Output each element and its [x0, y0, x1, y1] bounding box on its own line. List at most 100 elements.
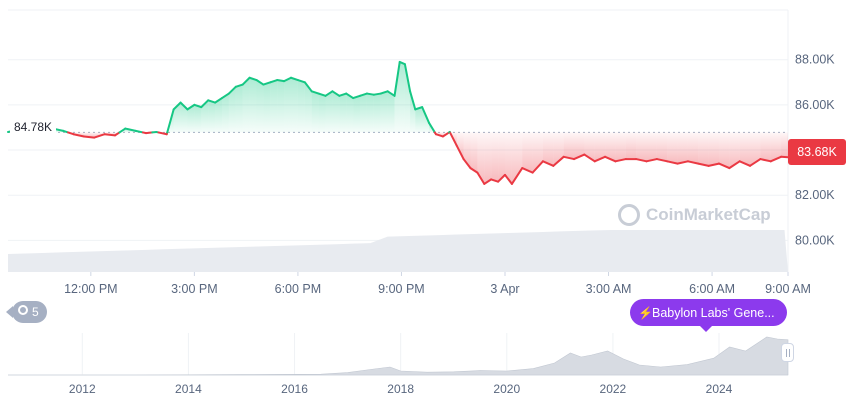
- price-segment-down: [676, 160, 689, 165]
- price-segment-up: [214, 97, 223, 104]
- area-fill-below: [729, 132, 740, 169]
- price-point: [331, 90, 334, 92]
- price-segment-down: [476, 171, 486, 185]
- x-tick-label: 3:00 AM: [586, 282, 632, 296]
- area-fill-below: [708, 132, 719, 166]
- price-point: [614, 160, 617, 162]
- price-segment-up: [310, 90, 320, 95]
- area-fill-below: [636, 132, 647, 162]
- news-event-chip[interactable]: ⚡ Babylon Labs' Gene...: [630, 299, 787, 332]
- area-fill-above: [353, 95, 360, 133]
- area-fill-below: [719, 132, 730, 169]
- price-point: [469, 167, 472, 169]
- area-fill-below: [484, 132, 492, 184]
- price-point: [186, 108, 189, 110]
- area-fill-above: [180, 102, 188, 133]
- price-point: [532, 172, 534, 174]
- price-point: [759, 158, 761, 160]
- price-segment-up: [359, 92, 368, 97]
- area-fill-above: [291, 77, 298, 133]
- price-segment-down: [93, 133, 106, 139]
- price-segment-down: [707, 162, 720, 167]
- price-point: [304, 81, 306, 83]
- price-point: [708, 165, 710, 167]
- area-fill-below: [739, 132, 750, 166]
- price-segment-up: [317, 92, 327, 97]
- price-point: [421, 106, 423, 108]
- price-segment-down: [497, 173, 506, 183]
- lightning-icon: ⚡: [638, 306, 653, 320]
- price-segment-up: [331, 90, 341, 97]
- price-point: [193, 104, 195, 106]
- price-point: [645, 160, 648, 162]
- price-segment-down: [749, 158, 762, 167]
- price-segment-down: [728, 160, 741, 170]
- price-segment-up: [241, 76, 251, 86]
- area-fill-above: [228, 86, 236, 133]
- price-point: [124, 127, 126, 130]
- price-point: [338, 95, 340, 97]
- price-point: [635, 158, 637, 160]
- x-tick-label: 6:00 AM: [689, 282, 735, 296]
- price-point: [62, 130, 64, 132]
- area-fill-above: [194, 104, 202, 133]
- price-point: [739, 160, 741, 162]
- area-fill-above: [297, 80, 305, 133]
- navigator-tick-label: 2024: [706, 382, 733, 396]
- price-point: [283, 80, 285, 82]
- price-segment-up: [352, 94, 362, 100]
- area-fill-above: [339, 93, 347, 133]
- price-segment-up: [276, 79, 286, 83]
- price-segment-up: [269, 79, 279, 84]
- area-fill-below: [532, 132, 543, 173]
- price-point: [583, 153, 585, 156]
- area-fill-above: [242, 77, 250, 133]
- history-events-button[interactable]: 5: [6, 301, 47, 323]
- area-fill-above: [360, 93, 367, 133]
- price-point: [666, 160, 668, 162]
- price-segment-down: [573, 153, 586, 161]
- price-segment-down: [635, 158, 648, 163]
- price-segment-down: [455, 144, 465, 161]
- price-segment-down: [697, 162, 710, 167]
- navigator-tick-label: 2022: [600, 382, 627, 396]
- price-segment-down: [552, 155, 565, 167]
- price-point: [456, 144, 458, 147]
- price-point: [173, 108, 175, 110]
- area-fill-below: [477, 132, 485, 184]
- price-point: [770, 160, 772, 162]
- price-point: [594, 160, 596, 162]
- price-segment-up: [255, 79, 265, 86]
- x-tick-label: 3 Apr: [490, 282, 519, 296]
- price-segment-up: [372, 92, 382, 96]
- area-fill-above: [222, 93, 229, 133]
- price-segment-down: [469, 167, 479, 174]
- price-point: [490, 178, 492, 180]
- price-point: [435, 133, 437, 135]
- price-point: [573, 158, 575, 160]
- area-fill-above: [277, 80, 285, 133]
- price-segment-up: [428, 121, 436, 134]
- y-tick-label: 86.00K: [795, 98, 835, 112]
- area-fill-above: [410, 91, 416, 133]
- area-fill-above: [325, 91, 333, 133]
- navigator-tick-label: 2020: [493, 382, 520, 396]
- price-point: [366, 92, 368, 95]
- price-segment-down: [483, 178, 493, 185]
- price-point: [728, 167, 730, 169]
- area-fill-below: [605, 132, 616, 162]
- navigator-range-handle[interactable]: [781, 343, 794, 362]
- price-point: [135, 130, 137, 132]
- price-point: [276, 79, 278, 81]
- price-segment-down: [738, 160, 752, 167]
- price-segment-down: [686, 160, 700, 165]
- price-point: [656, 158, 658, 160]
- price-segment-down: [541, 160, 555, 167]
- price-segment-down: [769, 155, 783, 163]
- price-point: [7, 131, 9, 133]
- price-point: [687, 160, 689, 162]
- price-segment-up: [296, 79, 306, 84]
- price-point: [404, 63, 406, 65]
